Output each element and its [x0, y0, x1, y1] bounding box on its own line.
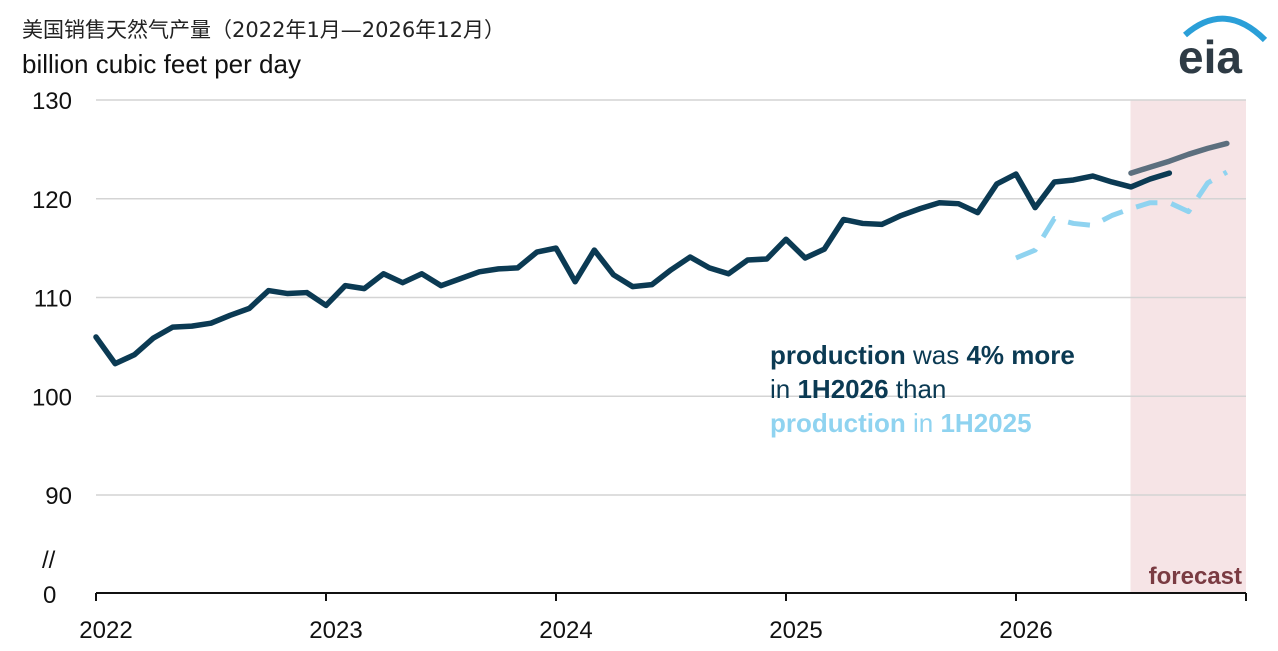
annotation-line-3: production in 1H2025 — [770, 408, 1032, 438]
annotation-l2-post: than — [889, 374, 947, 404]
x-tick-label: 2023 — [309, 617, 362, 644]
x-tick-label: 2025 — [769, 617, 822, 644]
x-tick-label: 2026 — [999, 617, 1052, 644]
annotation-l3-bold: production — [770, 408, 906, 438]
logo-arc — [1183, 15, 1268, 43]
series-layer — [93, 140, 1230, 367]
forecast-region — [1130, 100, 1246, 593]
annotation-l3-bold2: 1H2025 — [940, 408, 1031, 438]
annotation-l3-mid: in — [906, 408, 941, 438]
series-line-0 — [93, 170, 1173, 367]
y-tick-label: 100 — [32, 384, 72, 411]
annotation-l2-bold: 1H2026 — [797, 374, 888, 404]
annotation-line-1: production was 4% more — [770, 340, 1075, 370]
chart-title: 美国销售天然气产量（2022年1月—2026年12月） — [22, 18, 505, 42]
y-tick-zero: 0 — [43, 582, 56, 609]
x-tick-label: 2024 — [539, 617, 592, 644]
annotation-l1-bold: production — [770, 340, 906, 370]
y-axis-break: // — [42, 547, 56, 574]
annotation-l2-pre: in — [770, 374, 797, 404]
y-tick-label: 130 — [32, 88, 72, 115]
y-tick-label: 90 — [45, 483, 72, 510]
annotation-line-2: in 1H2026 than — [770, 374, 946, 404]
annotation-l1-bold2: 4% more — [966, 340, 1074, 370]
series-line-2 — [1015, 169, 1229, 261]
gridlines — [96, 99, 1246, 496]
y-axis: 130 120 110 100 90 — [32, 88, 72, 510]
eia-logo: eia — [1178, 15, 1268, 83]
y-tick-label: 110 — [34, 286, 72, 313]
series-line-1 — [1128, 140, 1230, 176]
annotation-l1-mid: was — [906, 340, 967, 370]
x-axis: 2022 2023 2024 2025 2026 — [79, 593, 1247, 644]
y-tick-label: 120 — [32, 187, 72, 214]
x-tick-label: 2022 — [79, 617, 132, 644]
annotation: production was 4% more in 1H2026 than pr… — [770, 340, 1075, 438]
logo-text: eia — [1178, 31, 1242, 83]
y-axis-label: billion cubic feet per day — [22, 49, 301, 79]
forecast-label: forecast — [1149, 563, 1242, 590]
